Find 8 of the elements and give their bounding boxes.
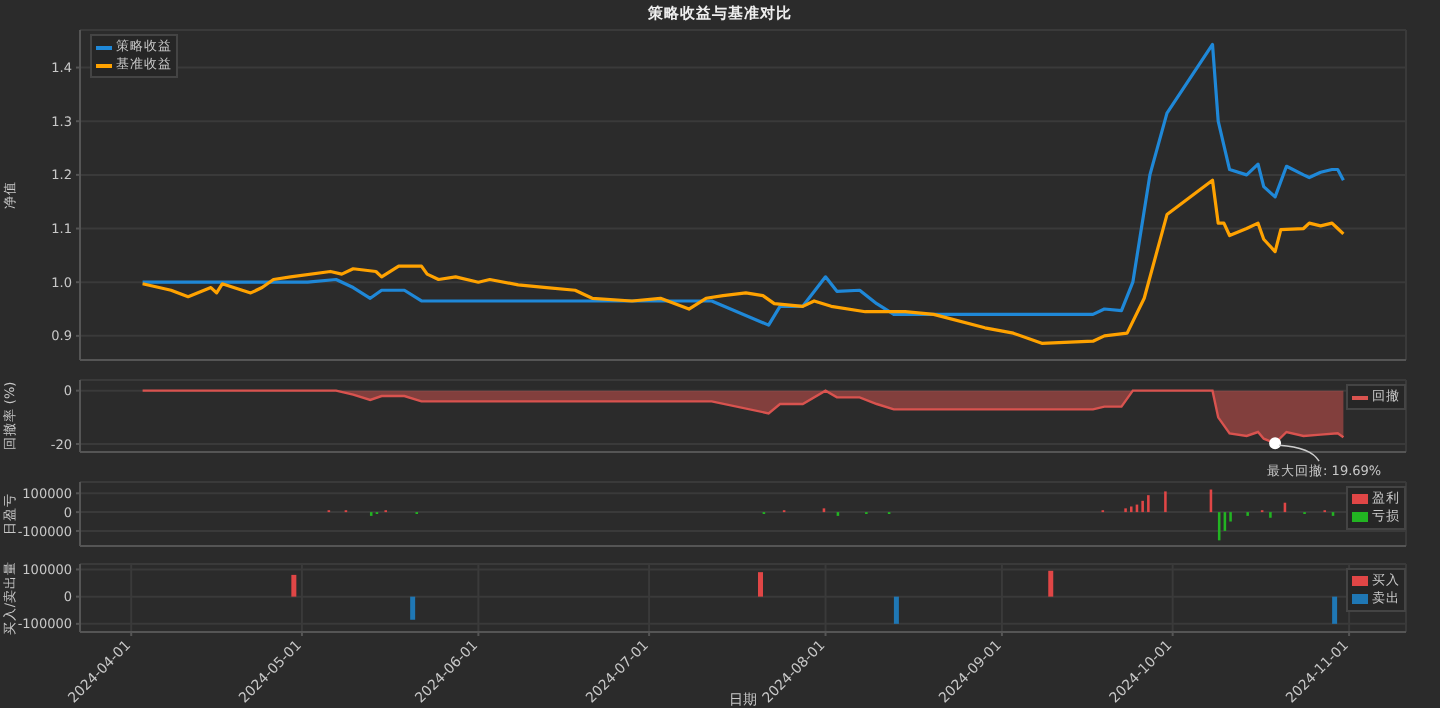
bar <box>410 596 416 620</box>
line-series <box>141 42 1345 327</box>
bar <box>291 574 297 597</box>
bar <box>1048 570 1054 597</box>
bar <box>758 572 764 597</box>
bar <box>1332 596 1338 624</box>
line-series <box>141 178 1345 345</box>
bar <box>893 596 899 624</box>
